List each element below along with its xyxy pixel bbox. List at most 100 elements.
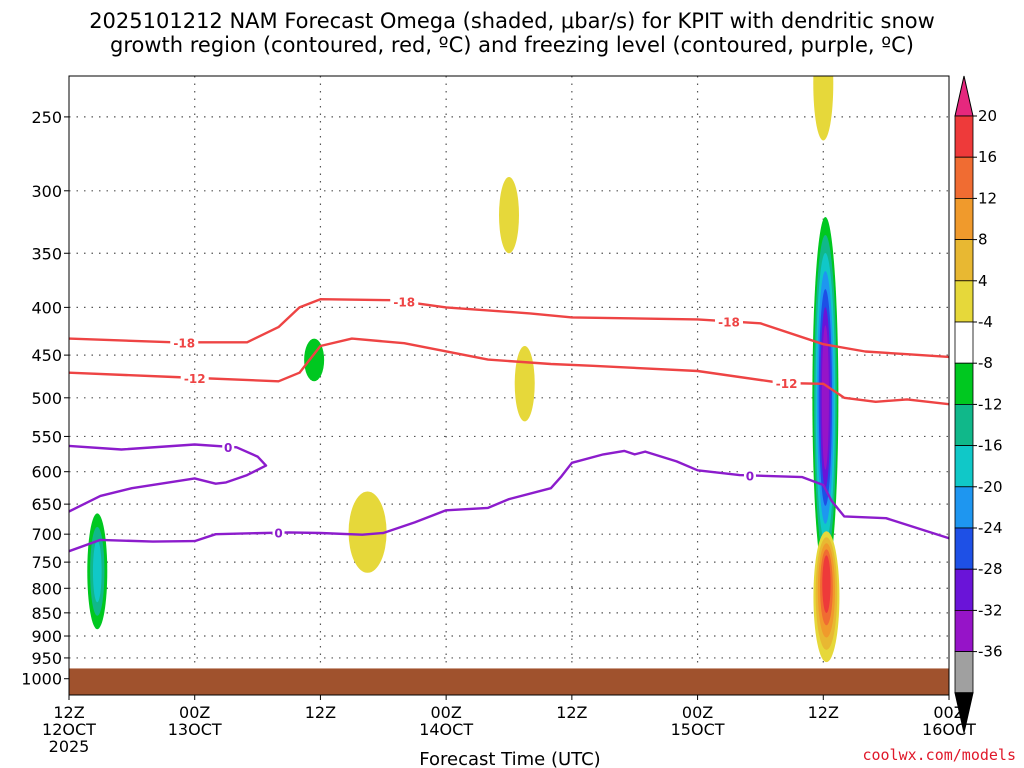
colorbar-swatch-9 (954, 445, 974, 488)
contour-label-0-1: -18 (393, 296, 415, 310)
contour-label-3-0: 0 (274, 527, 282, 541)
y-tick-label-300: 300 (31, 182, 62, 201)
omega-blob-7-level-4 (822, 555, 831, 613)
contour-label-1-0: -12 (184, 372, 206, 386)
x-tick-label-2-1: 12Z (305, 703, 336, 722)
y-tick-label-400: 400 (31, 298, 62, 317)
omega-blob-4-level-0 (514, 346, 535, 422)
colorbar-bottom-arrow (954, 692, 974, 733)
colorbar-tick-label-3: 8 (978, 231, 988, 249)
colorbar-swatch-4 (954, 239, 974, 282)
chart-title-line2: growth region (contoured, red, ºC) and f… (110, 33, 914, 57)
y-tick-label-1000: 1000 (21, 670, 62, 689)
x-tick-label-0-3: 2025 (49, 737, 90, 756)
y-tick-label-450: 450 (31, 346, 62, 365)
colorbar-swatch-5 (954, 280, 974, 323)
omega-blob-0-level-2 (92, 540, 102, 603)
colorbar-tick-label-13: -36 (978, 643, 1003, 661)
colorbar-tick-label-7: -12 (978, 395, 1003, 413)
x-tick-label-3-2: 14OCT (419, 720, 473, 739)
x-tick-label-0-2: 12OCT (42, 720, 96, 739)
contour-label-bg-2-0 (222, 439, 235, 454)
y-tick-label-900: 900 (31, 627, 62, 646)
colorbar-swatch-6 (954, 321, 974, 364)
colorbar-tick-label-1: 16 (978, 148, 997, 166)
credit-text: coolwx.com/models (862, 746, 1016, 764)
colorbar-tick-label-0: 20 (978, 107, 997, 125)
omega-blob-2-level-6 (821, 325, 829, 470)
colorbar-swatch-3 (954, 197, 974, 240)
contour-label-1-1: -12 (776, 377, 798, 391)
colorbar-swatch-7 (954, 362, 974, 405)
x-tick-label-1-1: 00Z (179, 703, 210, 722)
colorbar-top-arrow (954, 75, 974, 117)
colorbar-tick-label-9: -20 (978, 478, 1003, 496)
colorbar-tick-label-12: -32 (978, 601, 1003, 619)
omega-shading-layer (87, 76, 840, 663)
contour-label-bg-1-0 (180, 370, 209, 385)
x-tick-label-6-1: 12Z (808, 703, 839, 722)
colorbar-swatch-13 (954, 610, 974, 653)
x-tick-label-3-1: 00Z (430, 703, 461, 722)
colorbar-swatch-2 (954, 156, 974, 199)
x-tick-label-5-2: 15OCT (671, 720, 725, 739)
colorbar-swatch-11 (954, 527, 974, 570)
y-tick-label-550: 550 (31, 427, 62, 446)
y-tick-label-250: 250 (31, 108, 62, 127)
x-tick-label-5-1: 00Z (682, 703, 713, 722)
contour-line-1 (69, 337, 949, 406)
x-tick-label-7-2: 16OCT (922, 720, 976, 739)
x-tick-label-0-1: 12Z (53, 703, 84, 722)
contour-label-bg-0-0 (170, 335, 199, 350)
y-tick-label-750: 750 (31, 553, 62, 572)
colorbar-tick-label-8: -16 (978, 437, 1003, 455)
colorbar-swatch-10 (954, 486, 974, 529)
omega-blob-6-level-0 (813, 76, 834, 141)
y-tick-label-700: 700 (31, 525, 62, 544)
ground-layer (69, 668, 949, 695)
colorbar-swatch-1 (954, 115, 974, 158)
y-tick-label-350: 350 (31, 244, 62, 263)
omega-blob-3-level-0 (499, 177, 519, 254)
contour-line-0 (69, 298, 949, 359)
colorbar-tick-label-5: -4 (978, 313, 993, 331)
colorbar-tick-label-10: -24 (978, 519, 1003, 537)
contour-label-0-0: -18 (173, 336, 195, 350)
y-tick-label-500: 500 (31, 389, 62, 408)
colorbar-tick-label-11: -28 (978, 560, 1003, 578)
y-tick-label-850: 850 (31, 604, 62, 623)
x-axis-label: Forecast Time (UTC) (419, 749, 600, 768)
y-tick-label-650: 650 (31, 495, 62, 514)
contour-label-2-0: 0 (224, 441, 232, 455)
colorbar-swatch-8 (954, 403, 974, 446)
x-tick-label-4-1: 12Z (556, 703, 587, 722)
colorbar-tick-label-4: 4 (978, 272, 988, 290)
contour-label-0-2: -18 (718, 315, 740, 329)
colorbar-swatch-12 (954, 568, 974, 611)
colorbar: 20 16 12 8 4 -4 -8 -12 -16 -20 -24 -28 -32 -36 (954, 75, 1003, 733)
contour-label-bg-1-1 (772, 376, 801, 391)
contour-line-2 (69, 443, 268, 513)
contour-line-3 (69, 449, 949, 553)
y-axis-ticks: 250 300 350 400 450 500 550 600 650 700 750 800 850 9… (21, 108, 69, 689)
contour-label-bg-3-1 (743, 468, 756, 483)
contour-label-bg-0-1 (390, 294, 419, 309)
y-tick-label-800: 800 (31, 579, 62, 598)
contour-label-bg-3-0 (272, 525, 285, 540)
x-tick-label-7-1: 00Z (933, 703, 964, 722)
y-tick-label-950: 950 (31, 649, 62, 668)
contour-layer: -18 -18 -18 -12 -12 0 0 0 (69, 294, 949, 553)
y-tick-label-600: 600 (31, 463, 62, 482)
contour-label-3-1: 0 (746, 469, 754, 483)
contour-label-bg-0-2 (715, 314, 743, 329)
x-tick-label-1-2: 13OCT (168, 720, 222, 739)
plot-frame (68, 75, 950, 696)
omega-blob-5-level-0 (348, 491, 387, 573)
colorbar-tick-label-2: 12 (978, 189, 997, 207)
ground-fill (69, 668, 949, 695)
colorbar-tick-label-6: -8 (978, 354, 993, 372)
colorbar-swatch-14 (954, 651, 974, 694)
chart-title-line1: 2025101212 NAM Forecast Omega (shaded, μ… (89, 9, 935, 33)
